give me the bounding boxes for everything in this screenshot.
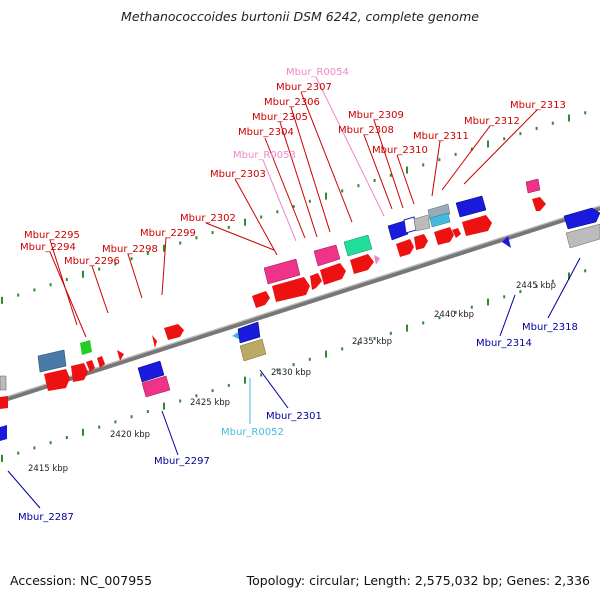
gene-label[interactable]: Mbur_2287 bbox=[18, 512, 74, 523]
gene-box bbox=[239, 338, 267, 362]
scale-label: 2445 kbp bbox=[516, 281, 556, 291]
gene-label[interactable]: Mbur_2299 bbox=[140, 228, 196, 239]
gene-block-2290s bbox=[37, 324, 184, 391]
scale-labels: 2415 kbp 2420 kbp 2425 kbp 2430 kbp 2435… bbox=[28, 281, 556, 474]
accession-text: Accession: NC_007955 bbox=[10, 573, 153, 588]
gene-label[interactable]: Mbur_2295 bbox=[24, 230, 80, 241]
scale-label: 2430 kbp bbox=[271, 368, 311, 378]
gene-label[interactable]: Mbur_2307 bbox=[276, 82, 332, 93]
gene-arrow bbox=[117, 350, 124, 361]
gene-arrow bbox=[563, 207, 600, 230]
gene-box bbox=[0, 425, 7, 441]
gene-label[interactable]: Mbur_2308 bbox=[338, 125, 394, 136]
gene-box bbox=[0, 375, 7, 391]
gene-label[interactable]: Mbur_2318 bbox=[522, 322, 578, 333]
gene-box bbox=[429, 212, 451, 228]
gene-box bbox=[263, 258, 301, 285]
gene-label[interactable]: Mbur_2301 bbox=[266, 411, 322, 422]
gene-arrow bbox=[462, 215, 492, 236]
gene-features bbox=[0, 178, 600, 441]
gene-arrow bbox=[320, 263, 346, 285]
gene-arrow bbox=[152, 335, 157, 348]
gene-label[interactable]: Mbur_R0052 bbox=[221, 427, 284, 438]
gene-label[interactable]: Mbur_2297 bbox=[154, 456, 210, 467]
gene-label[interactable]: Mbur_2296 bbox=[64, 256, 120, 267]
gene-label[interactable]: Mbur_2314 bbox=[476, 338, 532, 349]
gene-box bbox=[387, 220, 409, 241]
gene-arrow bbox=[44, 369, 70, 391]
gene-box bbox=[80, 340, 92, 355]
gene-box bbox=[313, 244, 341, 267]
scale-label: 2420 kbp bbox=[110, 430, 150, 440]
gene-arrow bbox=[272, 277, 310, 302]
gene-box bbox=[525, 178, 541, 194]
label-leader-lines bbox=[7, 76, 581, 509]
map-title: Methanococcoides burtonii DSM 6242, comp… bbox=[121, 9, 479, 24]
gene-label[interactable]: Mbur_2310 bbox=[372, 145, 428, 156]
gene-arrow bbox=[97, 356, 105, 368]
gene-label[interactable]: Mbur_2305 bbox=[252, 112, 308, 123]
gene-arrow bbox=[396, 239, 414, 257]
gene-box bbox=[427, 203, 451, 221]
forward-gene-labels: Mbur_2295 Mbur_2294 Mbur_2296 Mbur_2298 … bbox=[20, 67, 566, 267]
genome-backbone bbox=[0, 205, 600, 404]
gene-box bbox=[565, 223, 600, 249]
gene-arrow bbox=[164, 324, 184, 340]
gene-box bbox=[413, 214, 431, 232]
gene-arrow bbox=[0, 396, 8, 409]
gene-box bbox=[141, 375, 171, 398]
gene-label[interactable]: Mbur_2302 bbox=[180, 213, 236, 224]
gene-block-2308-2312 bbox=[387, 178, 546, 257]
gene-label[interactable]: Mbur_2311 bbox=[413, 131, 469, 142]
gene-label[interactable]: Mbur_2313 bbox=[510, 100, 566, 111]
scale-label: 2425 kbp bbox=[190, 398, 230, 408]
gene-arrow bbox=[71, 363, 88, 382]
gene-label[interactable]: Mbur_2306 bbox=[264, 97, 320, 108]
genome-summary-text: Topology: circular; Length: 2,575,032 bp… bbox=[246, 573, 590, 588]
gene-arrow bbox=[414, 234, 428, 250]
gene-label[interactable]: Mbur_2294 bbox=[20, 242, 76, 253]
gene-arrow bbox=[502, 236, 511, 248]
gene-arrow bbox=[252, 291, 270, 308]
gene-label[interactable]: Mbur_2298 bbox=[102, 244, 158, 255]
scale-label: 2435 kbp bbox=[352, 337, 392, 347]
gene-box bbox=[455, 195, 487, 218]
gene-label[interactable]: Mbur_2303 bbox=[210, 169, 266, 180]
reverse-gene-labels: Mbur_2287 Mbur_2297 Mbur_R0052 Mbur_2301… bbox=[18, 322, 578, 523]
scale-label: 2415 kbp bbox=[28, 464, 68, 474]
gene-arrow bbox=[350, 254, 374, 274]
gene-box bbox=[37, 349, 67, 373]
gene-arrow bbox=[310, 273, 322, 290]
gene-block-2297 bbox=[137, 360, 171, 398]
gene-label[interactable]: Mbur_2309 bbox=[348, 110, 404, 121]
gene-label[interactable]: Mbur_R0053 bbox=[233, 150, 296, 161]
gene-box bbox=[237, 321, 261, 344]
gene-label[interactable]: Mbur_2312 bbox=[464, 116, 520, 127]
gene-arrow bbox=[532, 197, 546, 211]
gene-arrow bbox=[452, 228, 461, 238]
gene-block-2318 bbox=[563, 207, 600, 249]
gene-box bbox=[343, 234, 373, 257]
gene-label[interactable]: Mbur_R0054 bbox=[286, 67, 349, 78]
gene-arrow bbox=[86, 360, 95, 372]
gene-arrow bbox=[434, 227, 454, 245]
gene-label[interactable]: Mbur_2304 bbox=[238, 127, 294, 138]
gene-block-2301 bbox=[232, 321, 267, 362]
scale-label: 2440 kbp bbox=[434, 310, 474, 320]
gene-block-2302-2307 bbox=[252, 234, 380, 308]
rna-arrow bbox=[374, 255, 380, 265]
gene-box bbox=[137, 360, 165, 383]
